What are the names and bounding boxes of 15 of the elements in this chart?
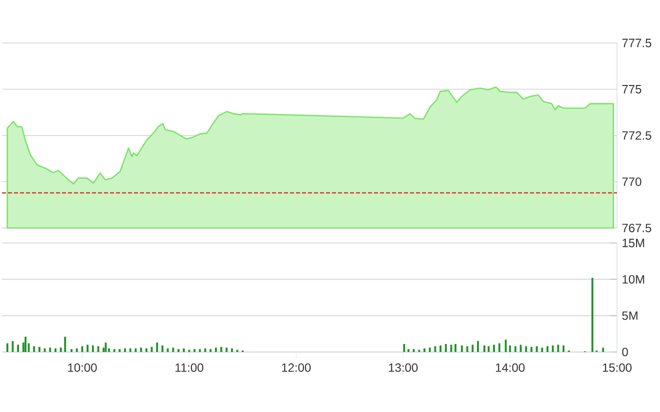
y-tick-label: 772.5 [622, 131, 652, 140]
x-tick-label: 10:00 [68, 363, 97, 372]
y-tick-label: 777.5 [622, 38, 652, 48]
x-tick-label: 12:00 [282, 363, 311, 372]
y-tick-label: 10M [622, 275, 644, 284]
y-tick-label: 770 [622, 177, 642, 186]
y-tick-label: 15M [622, 238, 644, 248]
y-tick-label: 775 [622, 85, 642, 94]
x-tick-label: 13:00 [388, 363, 418, 372]
y-tick-label: 0 [622, 348, 628, 356]
x-tick-label: 11:00 [176, 363, 204, 372]
y-tick-label: 767.5 [622, 224, 652, 232]
x-tick-label: 14:00 [496, 363, 525, 372]
y-tick-label: 5M [622, 311, 638, 320]
x-tick-label: 15:00 [602, 363, 632, 372]
